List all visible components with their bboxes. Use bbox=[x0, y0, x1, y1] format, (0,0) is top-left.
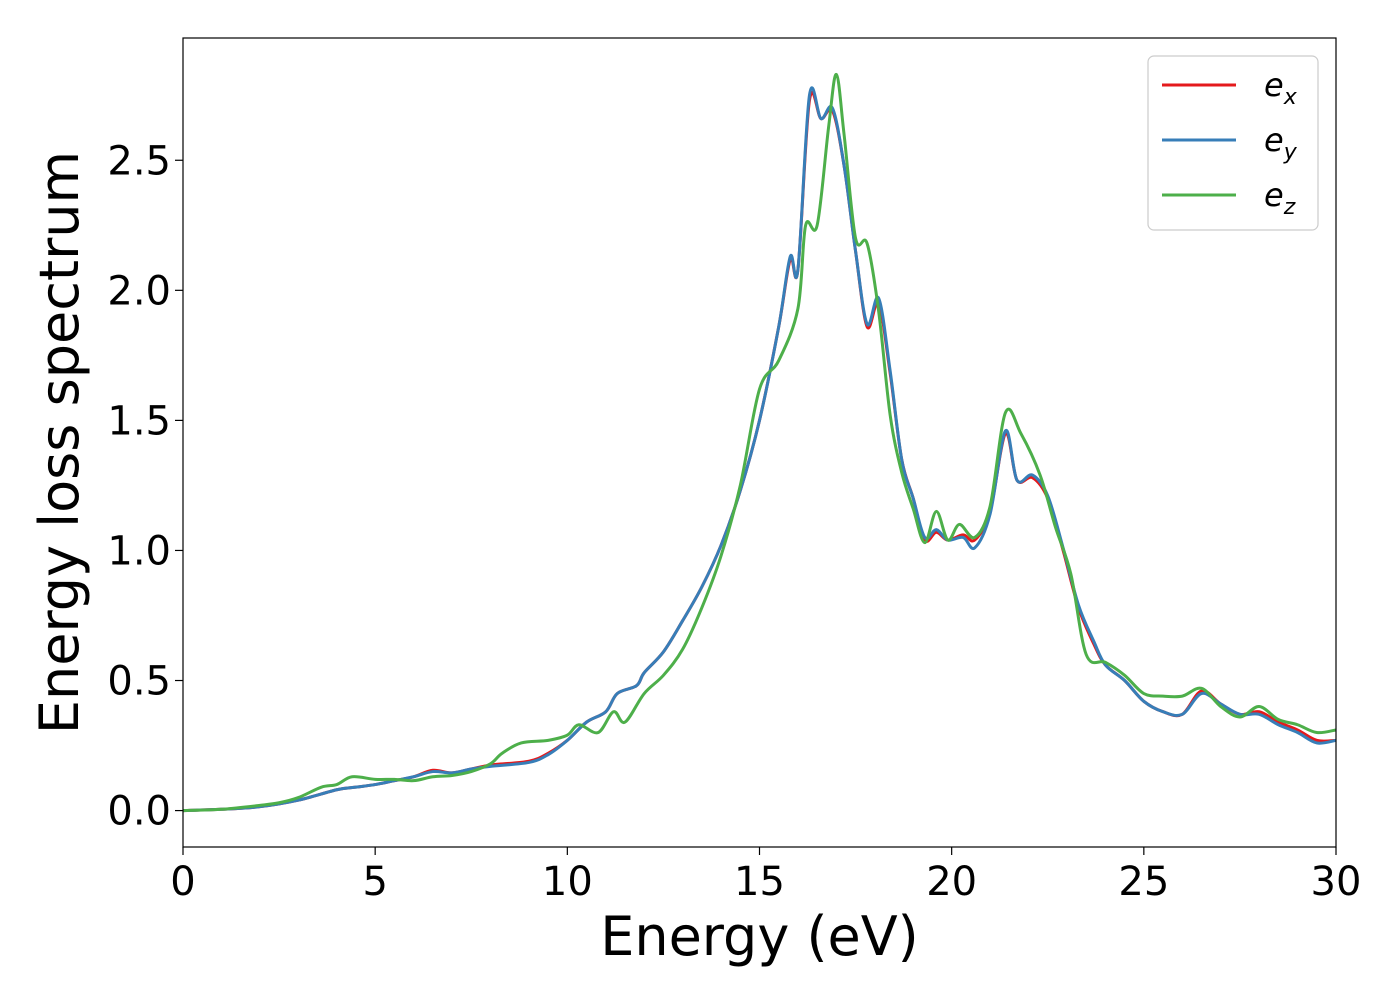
x-tick-label: 15 bbox=[734, 859, 785, 905]
y-tick-label: 2.0 bbox=[107, 268, 171, 314]
x-axis-label: Energy (eV) bbox=[600, 905, 919, 968]
legend-entry-e-y: ey bbox=[1162, 121, 1298, 165]
y-tick-label: 1.5 bbox=[107, 398, 171, 444]
series-line-e-y bbox=[183, 86, 1336, 813]
x-tick-label: 20 bbox=[926, 859, 977, 905]
y-tick-label: 0.5 bbox=[107, 659, 171, 705]
legend: ex ey ez bbox=[1147, 55, 1319, 231]
y-tick-label: 2.5 bbox=[107, 138, 171, 184]
y-axis-label: Energy loss spectrum bbox=[28, 151, 91, 734]
legend-entry-e-x: ex bbox=[1162, 66, 1298, 110]
legend-label: ez bbox=[1264, 176, 1296, 220]
y-tick-label: 1.0 bbox=[107, 528, 171, 574]
series-layer bbox=[183, 72, 1336, 813]
legend-label: ey bbox=[1264, 121, 1298, 165]
y-tick-label: 0.0 bbox=[107, 789, 171, 835]
legend-label: ex bbox=[1264, 66, 1298, 110]
x-axis: 0 5 10 15 20 25 30 bbox=[170, 847, 1361, 905]
x-tick-label: 10 bbox=[542, 859, 593, 905]
legend-entry-e-z: ez bbox=[1162, 176, 1296, 220]
x-tick-label: 25 bbox=[1118, 859, 1169, 905]
x-tick-label: 30 bbox=[1311, 859, 1362, 905]
x-tick-label: 0 bbox=[170, 859, 195, 905]
x-tick-label: 5 bbox=[362, 859, 387, 905]
y-axis: 0.0 0.5 1.0 1.5 2.0 2.5 bbox=[107, 138, 183, 835]
legend-box bbox=[1147, 55, 1319, 231]
series-line-e-z bbox=[183, 72, 1336, 813]
